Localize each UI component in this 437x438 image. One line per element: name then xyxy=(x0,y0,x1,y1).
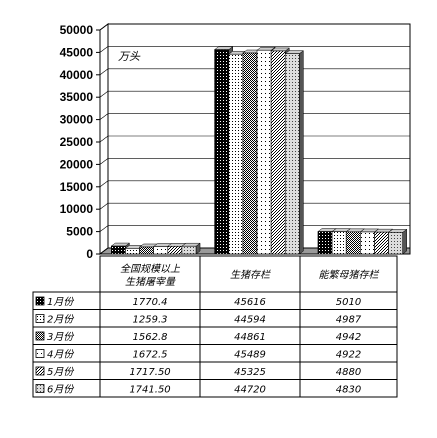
table-cell: 1717.50 xyxy=(129,367,170,378)
legend-swatch xyxy=(35,331,45,341)
table-cell: 4880 xyxy=(336,367,361,378)
bar xyxy=(181,245,197,255)
table-category-label-line: 生猪屠宰量 xyxy=(125,276,176,288)
table-cell: 5010 xyxy=(336,297,361,308)
bar xyxy=(331,231,347,255)
bars xyxy=(110,46,408,255)
legend-swatch xyxy=(35,349,45,358)
gridline xyxy=(99,90,410,98)
table-series-label: 3月份 xyxy=(47,331,74,343)
legend-swatch xyxy=(35,296,45,306)
table-cell: 1741.50 xyxy=(129,385,170,396)
gridline xyxy=(99,158,410,165)
y-tick-label: 30000 xyxy=(60,113,94,127)
table-cell: 44861 xyxy=(234,332,266,343)
bar xyxy=(111,245,126,255)
table-cell: 45489 xyxy=(234,350,266,361)
bar xyxy=(167,246,183,255)
y-tick-label: 5000 xyxy=(66,225,93,239)
gridline xyxy=(99,225,410,232)
table-series-label: 5月份 xyxy=(47,366,74,378)
y-tick-label: 25000 xyxy=(60,135,94,149)
y-tick-label: 20000 xyxy=(60,157,94,171)
y-tick-label: 15000 xyxy=(60,180,94,194)
gridline xyxy=(99,180,410,188)
table-cell: 1562.8 xyxy=(133,332,168,343)
y-tick-label: 35000 xyxy=(60,90,94,104)
bar xyxy=(317,231,333,255)
legend-swatch xyxy=(35,314,45,323)
table-cell: 44594 xyxy=(234,315,266,326)
table-cell: 1672.5 xyxy=(133,350,168,361)
data-table: 全国规模以上生猪屠宰量 生猪存栏 能繁母猪存栏 1月份 1770.4 45616 5010 2… xyxy=(32,255,398,398)
table-cell: 1259.3 xyxy=(133,315,168,326)
bar xyxy=(345,231,361,255)
bar-side xyxy=(402,228,407,255)
table-cell: 44720 xyxy=(234,385,266,396)
gridlines xyxy=(99,23,410,255)
bar xyxy=(242,52,258,255)
gridline xyxy=(99,113,410,120)
bar-side xyxy=(299,50,304,255)
gridline xyxy=(99,68,410,76)
bar xyxy=(139,246,154,255)
table-category-label: 生猪存栏 xyxy=(230,269,271,281)
table-cell: 45325 xyxy=(234,367,266,378)
table-category-label: 能繁母猪存栏 xyxy=(319,269,380,281)
bar xyxy=(374,231,389,255)
gridline xyxy=(99,46,410,53)
bar xyxy=(125,248,140,255)
bar xyxy=(360,231,375,255)
y-axis: 0 5000 10000 15000 20000 25000 30000 35000 40000… xyxy=(60,23,101,261)
table-cell: 4987 xyxy=(336,315,362,326)
legend-swatch xyxy=(35,384,45,393)
bar xyxy=(214,49,230,255)
table-series-label: 1月份 xyxy=(47,296,74,308)
table-cell: 1770.4 xyxy=(133,297,168,308)
table-cell: 45616 xyxy=(234,297,266,308)
bar xyxy=(270,50,286,255)
unit-label: 万头 xyxy=(118,50,141,63)
gridline xyxy=(99,23,410,31)
table-category-label-line: 全国规模以上 xyxy=(120,263,181,275)
table-series-label: 2月份 xyxy=(47,314,74,326)
y-tick-label: 0 xyxy=(86,247,93,261)
gridline xyxy=(99,135,410,143)
bar xyxy=(256,49,272,255)
y-tick-label: 45000 xyxy=(60,45,94,59)
bar xyxy=(388,232,404,255)
y-tick-label: 10000 xyxy=(60,202,94,216)
gridline xyxy=(99,202,410,210)
table-cell: 4830 xyxy=(336,385,361,396)
bar xyxy=(228,53,244,255)
table-cell: 4942 xyxy=(336,332,361,343)
bar xyxy=(284,53,300,255)
table-cell: 4922 xyxy=(336,350,361,361)
legend-swatch xyxy=(35,366,45,376)
bar xyxy=(153,246,169,255)
y-tick-label: 50000 xyxy=(60,23,94,37)
table-series-label: 6月份 xyxy=(47,384,74,396)
table-category-label: 全国规模以上生猪屠宰量 xyxy=(120,263,181,288)
y-tick-label: 40000 xyxy=(60,68,94,82)
table-series-label: 4月份 xyxy=(47,349,74,361)
